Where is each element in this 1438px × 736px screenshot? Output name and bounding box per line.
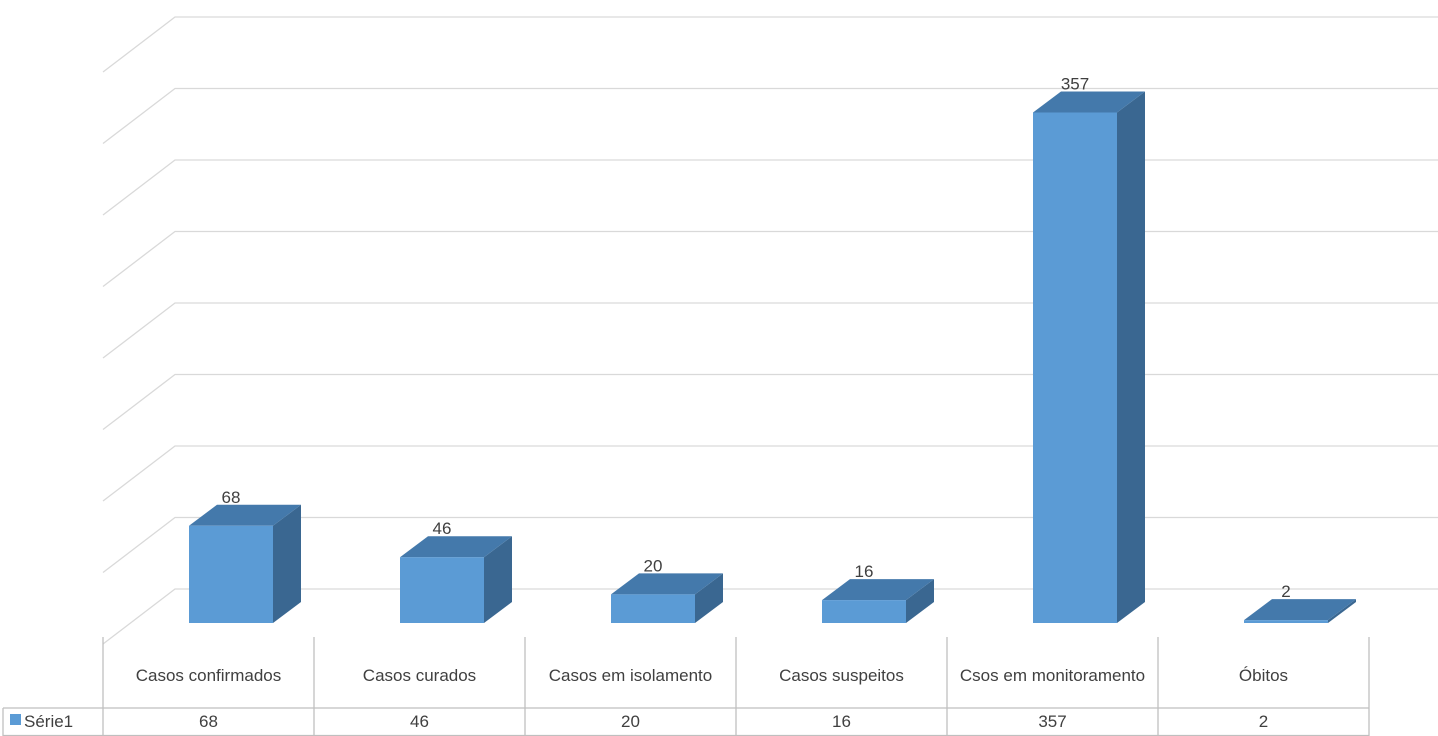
table-value: 16: [832, 712, 851, 731]
data-label: 16: [855, 562, 874, 581]
grid-line: [102, 445, 1438, 502]
table-value: 46: [410, 712, 429, 731]
category-label: Casos confirmados: [135, 665, 282, 685]
legend-swatch: [10, 714, 21, 725]
bar: [1244, 620, 1328, 623]
category-label: Casos curados: [362, 665, 477, 685]
bar-side: [484, 536, 512, 623]
bar-top: [822, 579, 934, 601]
grid-line: [102, 302, 1438, 359]
data-label: 2: [1281, 582, 1290, 601]
category-label: Csos em monitoramento: [959, 665, 1146, 685]
bar: [400, 557, 484, 623]
bar: [189, 525, 273, 623]
bar-top: [189, 504, 301, 526]
data-label: 68: [222, 488, 241, 507]
table-value: 68: [199, 712, 218, 731]
bar-side: [273, 504, 301, 623]
grid-line: [102, 588, 1438, 645]
bar-side: [1117, 91, 1145, 624]
grid-line: [102, 16, 1438, 73]
category-label: Casos em isolamento: [548, 665, 713, 685]
bar-side: [695, 573, 723, 623]
grid-line: [102, 230, 1438, 288]
bar-top: [611, 573, 723, 595]
bar-top: [1033, 91, 1145, 113]
bar-side: [1328, 599, 1356, 623]
grid-line: [102, 516, 1438, 574]
bar-top: [1244, 599, 1356, 621]
bar-top: [400, 536, 512, 558]
data-label: 357: [1061, 74, 1089, 93]
table-value: 357: [1038, 712, 1067, 731]
table-value: 2: [1258, 712, 1269, 731]
category-label: Casos suspeitos: [779, 665, 904, 685]
bar: [611, 594, 695, 623]
grid-line: [102, 87, 1438, 145]
data-label: 20: [644, 556, 663, 575]
bar-side: [906, 579, 934, 623]
category-label: Óbitos: [1238, 665, 1289, 685]
bar: [822, 600, 906, 623]
grid-line: [102, 159, 1438, 216]
legend-label: Série1: [24, 712, 74, 731]
grid-line: [102, 373, 1438, 431]
bar: [1033, 112, 1117, 624]
table-value: 20: [621, 712, 640, 731]
data-label: 46: [433, 519, 452, 538]
